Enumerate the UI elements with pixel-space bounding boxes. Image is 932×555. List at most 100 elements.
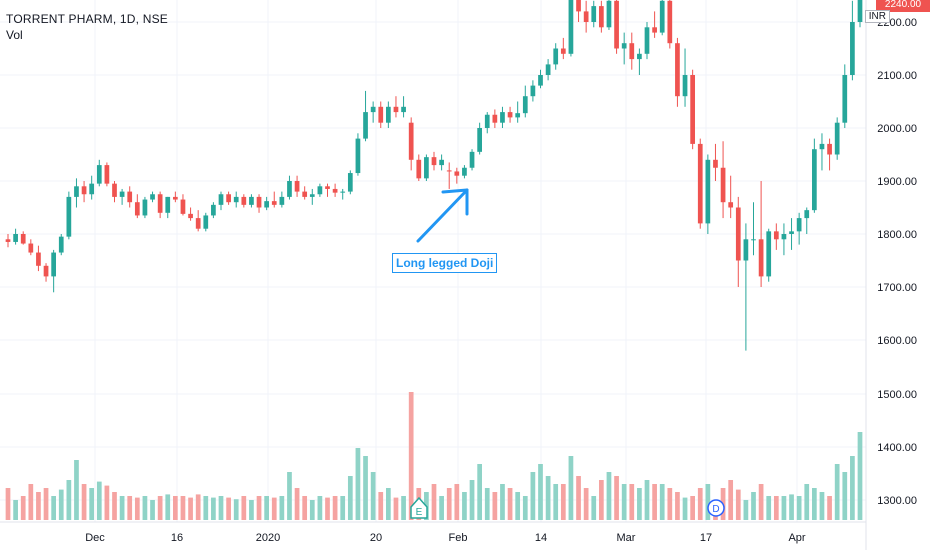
price-tick-label: 1600.00 (877, 335, 917, 347)
candle-body (416, 159, 422, 179)
x-tick-label: Mar (617, 532, 636, 544)
volume-bar (211, 497, 216, 520)
candle-body (28, 243, 34, 253)
volume-bar (743, 500, 749, 520)
volume-bar (302, 496, 308, 520)
candle-body (89, 183, 95, 195)
volume-bar (279, 496, 285, 520)
volume-bar (66, 480, 72, 520)
candle-body (758, 239, 764, 277)
volume-bar (309, 500, 315, 520)
candle-body (127, 191, 133, 203)
volume-bar (553, 484, 559, 520)
volume-bar (484, 488, 490, 520)
candle-body (226, 194, 231, 203)
volume-bar (644, 480, 650, 520)
volume-bar (294, 488, 300, 520)
volume-bar (659, 484, 665, 520)
candle-body (370, 106, 376, 113)
candle-body (378, 106, 384, 123)
volume-bar (690, 496, 696, 520)
volume-bar (104, 485, 110, 520)
volume-bar (811, 488, 817, 520)
candle-body (279, 196, 285, 205)
x-tick-label: Feb (449, 532, 468, 544)
price-tick-label: 2100.00 (877, 70, 917, 82)
volume-bar (347, 476, 353, 520)
candle-body (743, 239, 749, 261)
candle-body (728, 202, 734, 208)
currency-label[interactable]: INR (864, 10, 890, 23)
candle-body (134, 202, 140, 216)
price-tick-label: 1900.00 (877, 176, 917, 188)
volume-bar (796, 496, 802, 520)
candle-body (850, 22, 855, 75)
candle-body (309, 194, 315, 197)
candle-body (96, 165, 102, 184)
candle-body (515, 113, 521, 118)
candle-body (74, 186, 79, 197)
candle-body (264, 201, 270, 208)
candle-body (568, 0, 574, 54)
volume-label: Vol (6, 28, 23, 42)
volume-bar (469, 480, 475, 520)
volume-bar (591, 496, 597, 520)
candle-body (766, 231, 772, 277)
candle-body (401, 106, 406, 113)
volume-bar (735, 489, 741, 520)
candle-body (180, 199, 186, 214)
candle-body (241, 196, 247, 205)
candle-body (583, 11, 589, 22)
doji-annotation-label[interactable]: Long legged Doji (392, 253, 498, 273)
volume-bar (545, 476, 551, 520)
volume-bar (462, 492, 467, 520)
candle-body (484, 114, 490, 128)
volume-bar (74, 460, 79, 520)
candle-body (454, 171, 460, 176)
volume-bar (500, 484, 505, 520)
volume-bar (652, 484, 657, 520)
volume-bar (142, 496, 148, 520)
volume-bar (89, 488, 95, 520)
candle-body (66, 196, 72, 237)
candle-body (500, 112, 505, 123)
candle-body (667, 0, 673, 44)
volume-bar (538, 464, 543, 520)
volume-bar (598, 480, 604, 520)
candle-body (621, 43, 627, 49)
volume-bar (477, 464, 483, 520)
volume-bar (621, 484, 627, 520)
volume-bar (758, 484, 764, 520)
candle-body (172, 196, 178, 200)
volume-bar (606, 472, 612, 520)
candle-body (477, 128, 483, 152)
volume-bar (127, 496, 133, 520)
candle-body (104, 165, 110, 184)
candle-body (203, 215, 209, 229)
volume-bar (264, 496, 270, 520)
candle-body (325, 186, 330, 189)
volume-bar (766, 496, 772, 520)
candle-body (195, 218, 201, 229)
volume-bar (637, 488, 642, 520)
volume-bar (401, 496, 406, 520)
volume-bar (180, 496, 186, 520)
volume-bar (233, 499, 239, 520)
volume-bar (682, 497, 688, 520)
candle-body (804, 210, 810, 219)
candle-body (560, 48, 566, 54)
volume-bar (28, 484, 34, 520)
volume-bar (827, 496, 832, 520)
candle-body (408, 122, 414, 160)
candle-body (629, 43, 635, 60)
volume-bar (370, 472, 376, 520)
volume-bar (241, 496, 247, 520)
volume-bar (271, 497, 277, 520)
volume-bar (667, 488, 673, 520)
price-tick-label: 1700.00 (877, 282, 917, 294)
candle-body (781, 234, 787, 240)
candle-body (751, 239, 756, 241)
volume-bar (751, 492, 756, 520)
candle-body (271, 201, 277, 205)
volume-bar (697, 488, 703, 520)
